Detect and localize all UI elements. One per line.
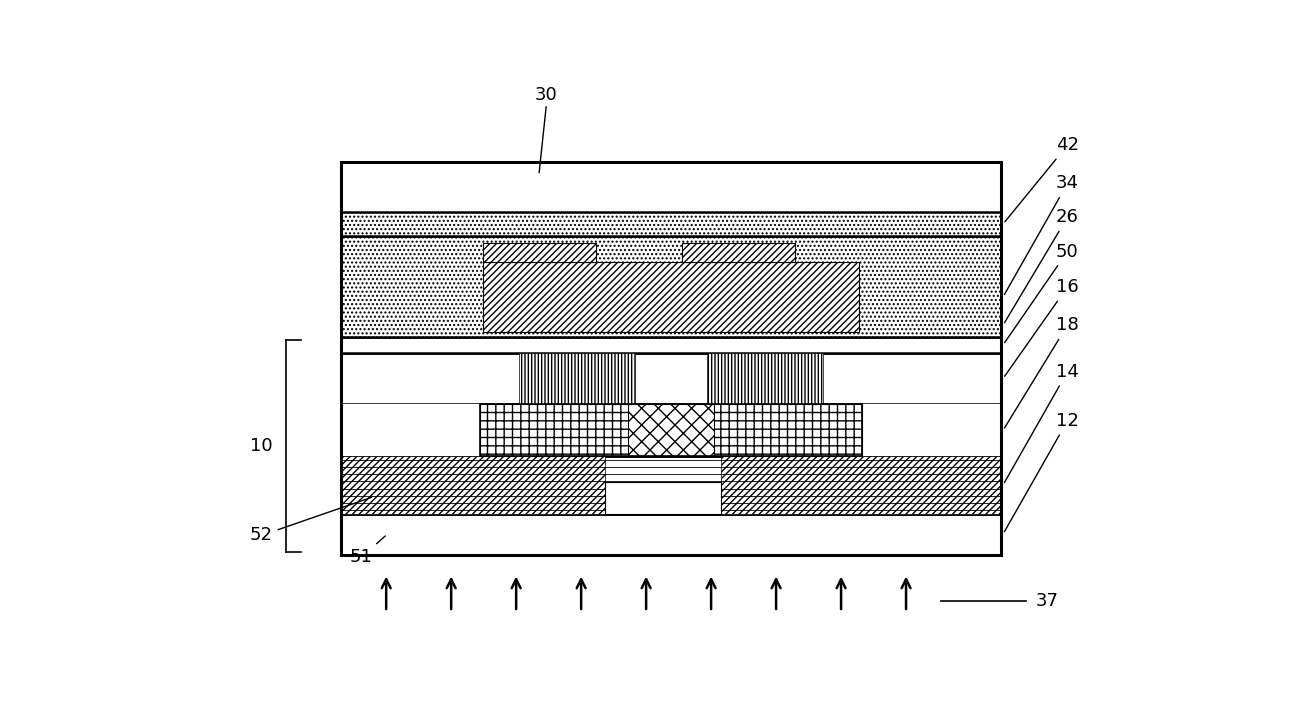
Bar (480, 404, 863, 457)
Text: 30: 30 (535, 86, 557, 104)
Bar (721, 457, 1001, 513)
Bar (341, 352, 1001, 404)
Bar (482, 243, 596, 262)
Bar (341, 513, 1001, 554)
Bar (341, 404, 480, 457)
Text: 10: 10 (250, 437, 272, 455)
Bar (341, 404, 1001, 457)
Bar (341, 212, 1001, 236)
Bar (480, 404, 863, 457)
Text: 14: 14 (1005, 363, 1078, 483)
Bar (682, 243, 795, 262)
Text: 37: 37 (1036, 592, 1059, 610)
Bar (520, 352, 635, 404)
Bar (605, 482, 721, 513)
Text: 26: 26 (1005, 208, 1078, 323)
Bar (341, 236, 1001, 337)
Text: 51: 51 (350, 536, 386, 566)
Text: 50: 50 (1005, 242, 1078, 342)
Text: 16: 16 (1005, 278, 1078, 376)
Bar (341, 457, 1001, 513)
Bar (482, 262, 859, 333)
Text: 42: 42 (1005, 136, 1078, 222)
Text: 34: 34 (1005, 174, 1078, 294)
Bar (341, 162, 1001, 554)
Text: 52: 52 (250, 497, 372, 545)
Bar (341, 457, 605, 513)
Bar (863, 404, 1001, 457)
Text: 18: 18 (1005, 316, 1078, 428)
Text: 12: 12 (1005, 412, 1078, 532)
Bar (707, 352, 823, 404)
Bar (341, 337, 1001, 352)
Bar (628, 404, 713, 457)
